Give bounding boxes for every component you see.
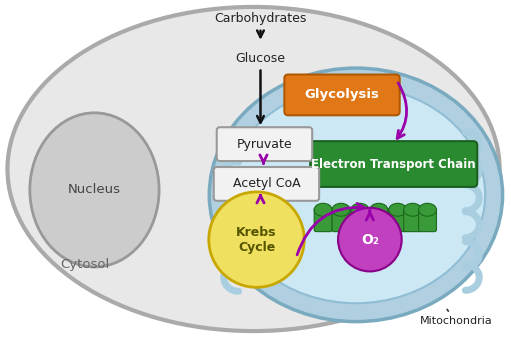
Ellipse shape [209,192,304,287]
FancyBboxPatch shape [351,208,369,232]
Ellipse shape [227,87,485,303]
Text: Cytosol: Cytosol [60,258,109,271]
FancyBboxPatch shape [370,208,388,232]
FancyBboxPatch shape [310,141,477,187]
Ellipse shape [419,203,436,216]
Ellipse shape [338,208,402,271]
FancyBboxPatch shape [217,127,312,161]
Text: Acetyl CoA: Acetyl CoA [233,177,300,190]
Ellipse shape [30,113,159,267]
Text: Glycolysis: Glycolysis [305,89,380,101]
Ellipse shape [389,203,407,216]
Ellipse shape [332,203,350,216]
Ellipse shape [210,68,503,322]
FancyBboxPatch shape [314,208,332,232]
Text: Carbohydrates: Carbohydrates [214,13,307,25]
Text: Glucose: Glucose [236,52,286,65]
FancyBboxPatch shape [332,208,350,232]
Text: Mitochondria: Mitochondria [420,309,492,326]
Ellipse shape [314,203,332,216]
FancyBboxPatch shape [284,75,400,115]
Ellipse shape [370,203,388,216]
Text: O₂: O₂ [361,233,379,247]
Ellipse shape [8,7,500,331]
Text: Electron Transport Chain: Electron Transport Chain [311,158,476,171]
FancyBboxPatch shape [214,167,319,201]
Text: Krebs
Cycle: Krebs Cycle [236,225,277,254]
FancyBboxPatch shape [389,208,407,232]
FancyBboxPatch shape [419,208,436,232]
Ellipse shape [404,203,422,216]
Text: Pyruvate: Pyruvate [237,138,292,151]
FancyBboxPatch shape [404,208,422,232]
Ellipse shape [351,203,369,216]
Text: Nucleus: Nucleus [68,184,121,196]
